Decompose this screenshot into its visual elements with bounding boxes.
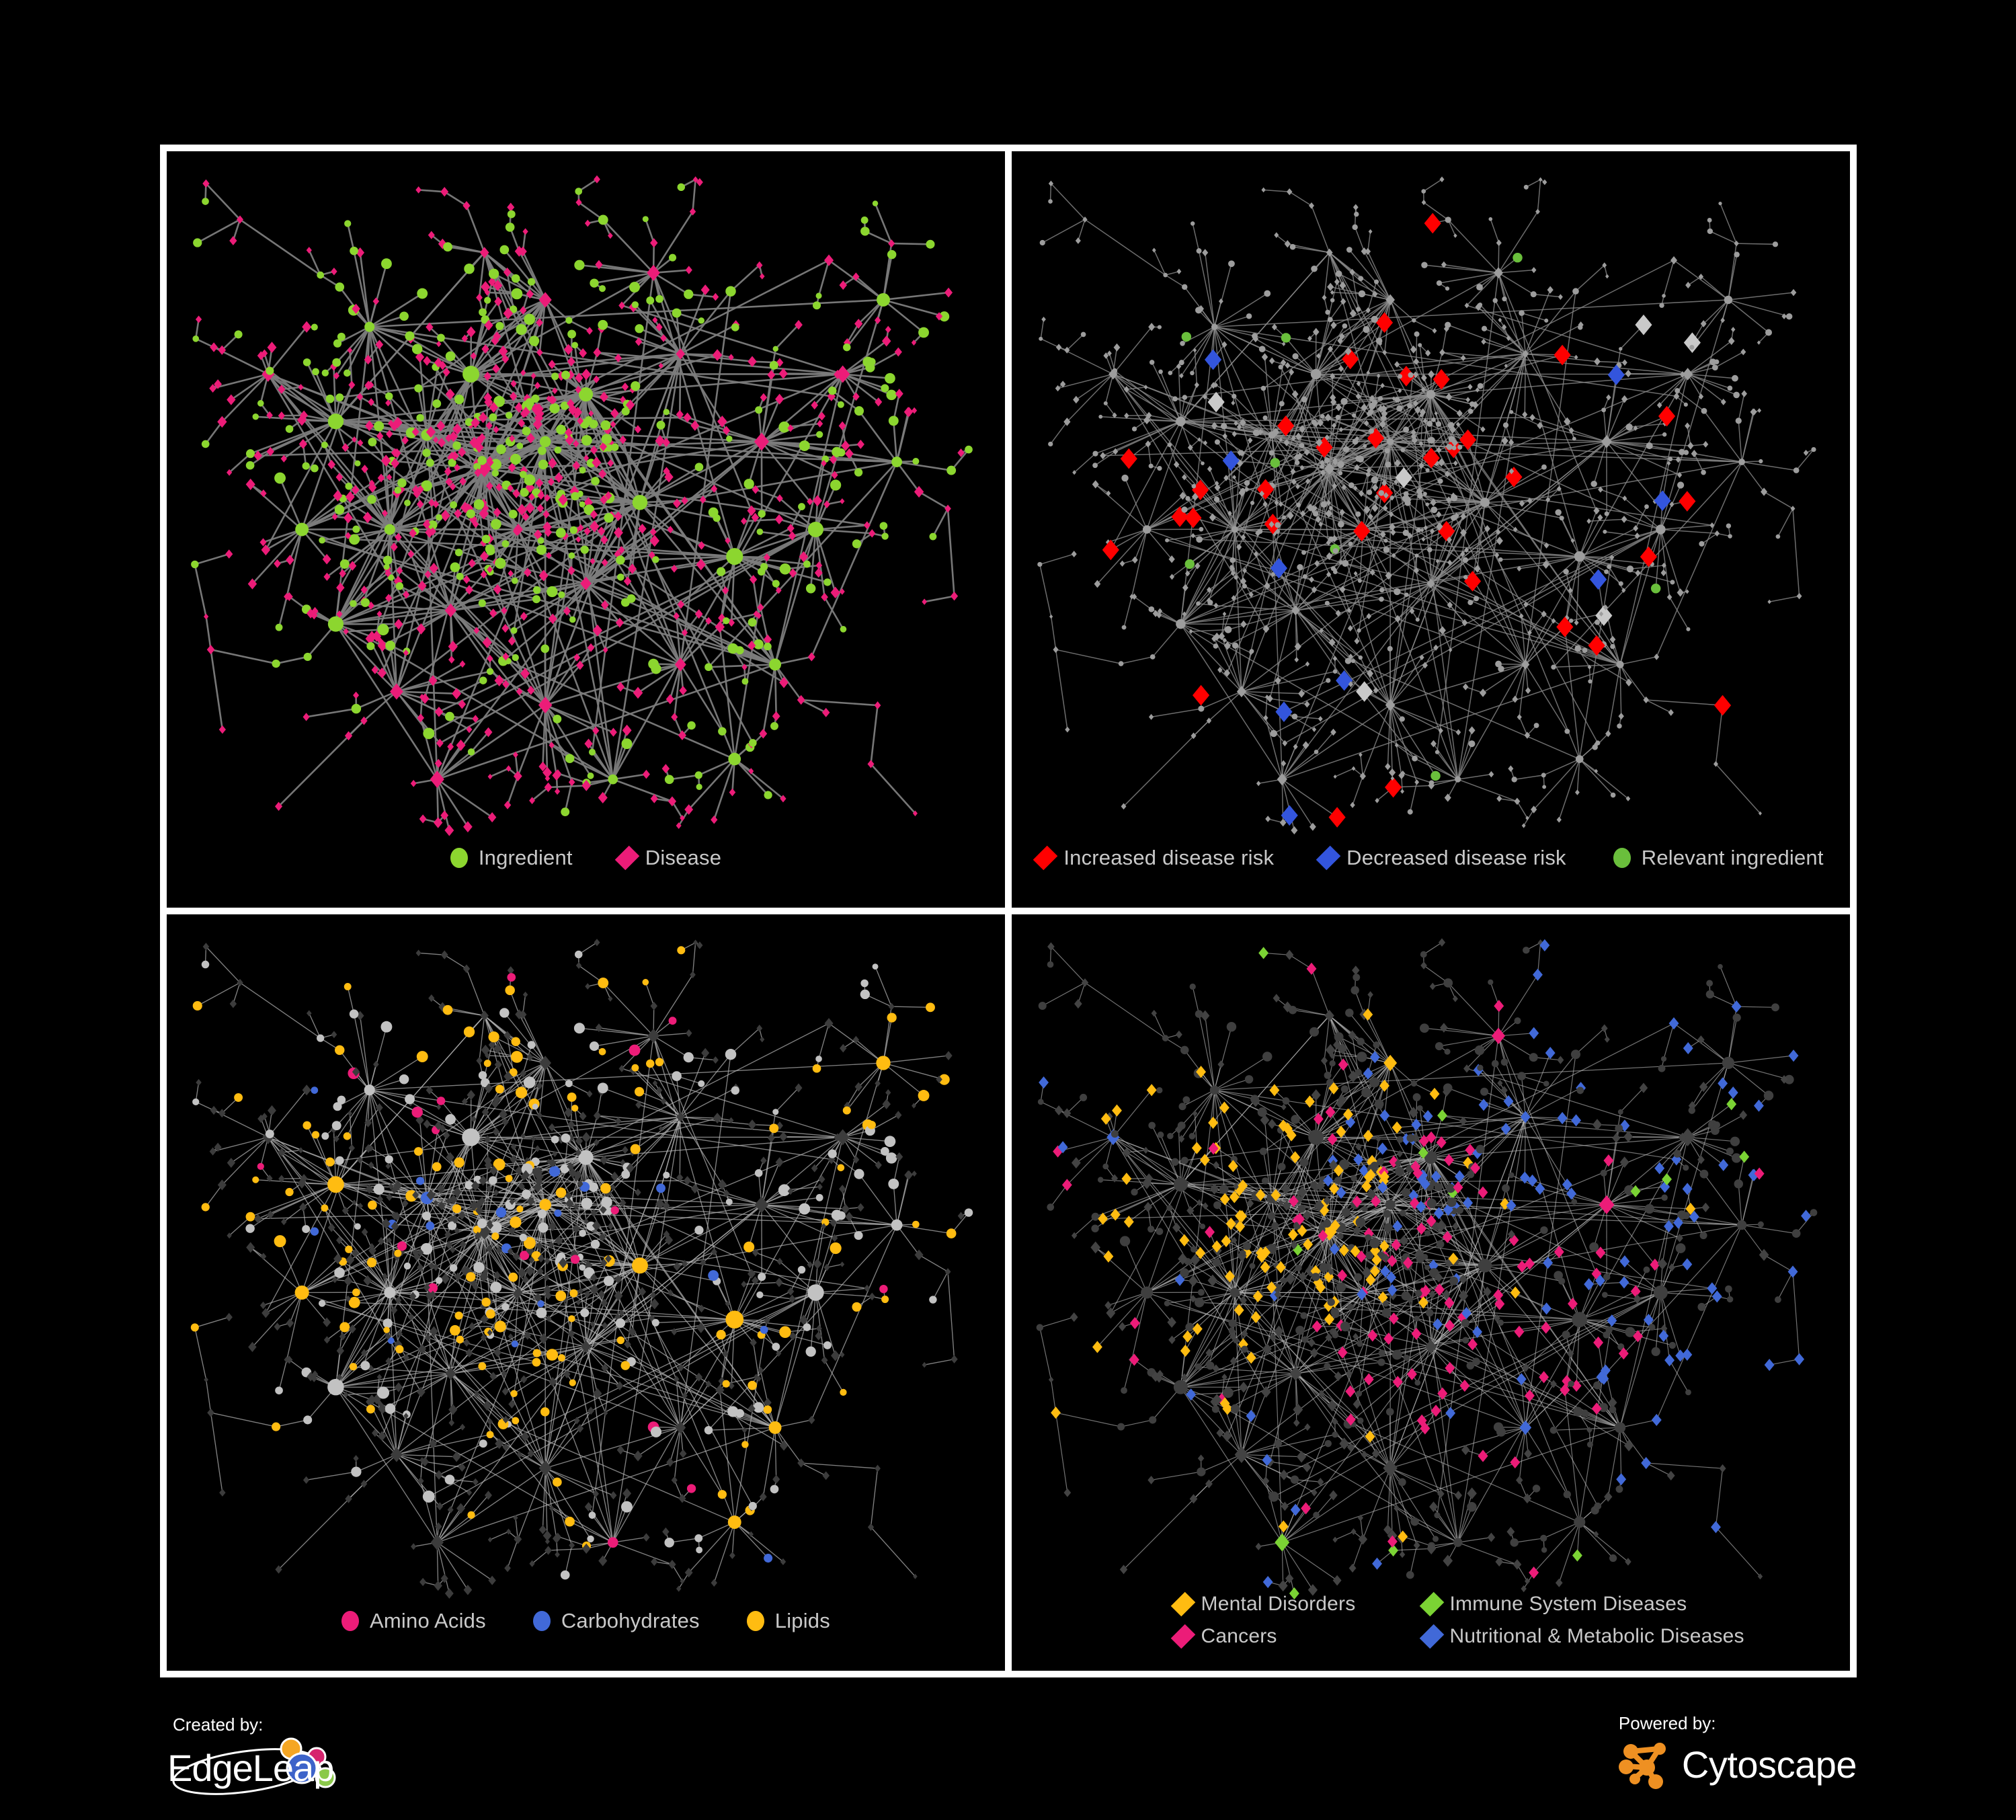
green-circle-icon: [1613, 848, 1631, 868]
legend-label-ingredient: Ingredient: [478, 846, 573, 869]
legend-item-amino-acids[interactable]: Amino Acids: [341, 1609, 486, 1633]
legend-item-ingredient[interactable]: Ingredient: [450, 846, 573, 870]
legend-ingredient-classes: Amino Acids Carbohydrates Lipids: [167, 1609, 1005, 1633]
legend-label-mental-disorders: Mental Disorders: [1201, 1593, 1356, 1615]
legend-label-relevant-ingredient: Relevant ingredient: [1641, 846, 1824, 869]
edgeleap-logo[interactable]: EdgeLeap: [165, 1737, 360, 1798]
panel-ingredient-disease[interactable]: Ingredient Disease: [167, 151, 1005, 908]
blue-circle-icon: [532, 1611, 551, 1631]
legend-label-increased-risk: Increased disease risk: [1063, 846, 1275, 869]
legend-item-increased-risk[interactable]: Increased disease risk: [1033, 845, 1275, 871]
network-canvas-ingredient-disease: [191, 175, 973, 836]
legend-item-nutritional-metabolic-diseases[interactable]: Nutritional & Metabolic Diseases: [1419, 1624, 1744, 1649]
legend-disease-classes: Mental Disorders Immune System Diseases …: [1170, 1591, 1744, 1649]
panel-ingredient-classes[interactable]: Amino Acids Carbohydrates Lipids: [167, 914, 1005, 1671]
legend-item-cancers[interactable]: Cancers: [1170, 1624, 1384, 1649]
legend-item-lipids[interactable]: Lipids: [746, 1609, 830, 1633]
legend-ingredient-disease: Ingredient Disease: [167, 845, 1005, 871]
legend-label-nutritional-metabolic-diseases: Nutritional & Metabolic Diseases: [1449, 1625, 1744, 1647]
legend-label-amino-acids: Amino Acids: [370, 1609, 486, 1632]
legend-label-decreased-risk: Decreased disease risk: [1346, 846, 1566, 869]
created-by-label: Created by:: [173, 1714, 264, 1735]
network-canvas-disease-risk: [1037, 176, 1816, 835]
powered-by-label: Powered by:: [1618, 1713, 1716, 1733]
cytoscape-logo-icon: [1618, 1743, 1666, 1789]
legend-item-disease[interactable]: Disease: [614, 845, 722, 871]
legend-label-carbohydrates: Carbohydrates: [561, 1609, 700, 1632]
legend-disease-risk: Increased disease risk Decreased disease…: [1012, 845, 1850, 871]
legend-item-immune-system-diseases[interactable]: Immune System Diseases: [1419, 1591, 1687, 1617]
cytoscape-wordmark: Cytoscape: [1681, 1743, 1857, 1786]
edgeleap-wordmark: EdgeLeap: [167, 1747, 334, 1789]
orange-circle-icon: [746, 1611, 764, 1631]
legend-label-disease: Disease: [645, 846, 722, 869]
edgeleap-branding: Created by: EdgeLeap: [165, 1714, 360, 1798]
legend-label-immune-system-diseases: Immune System Diseases: [1449, 1593, 1687, 1615]
legend-item-carbohydrates[interactable]: Carbohydrates: [532, 1609, 700, 1633]
figure-frame: Ingredient Disease Increased disease ris…: [160, 145, 1857, 1677]
legend-label-cancers: Cancers: [1201, 1625, 1277, 1647]
legend-item-mental-disorders[interactable]: Mental Disorders: [1170, 1591, 1384, 1617]
legend-item-decreased-risk[interactable]: Decreased disease risk: [1316, 845, 1566, 871]
panel-disease-risk[interactable]: Increased disease risk Decreased disease…: [1012, 151, 1850, 908]
green-circle-icon: [450, 848, 468, 868]
network-canvas-disease-classes: [1036, 938, 1818, 1600]
edgeleap-network-icon: [172, 1737, 336, 1795]
legend-label-lipids: Lipids: [774, 1609, 830, 1632]
panel-disease-classes[interactable]: Mental Disorders Immune System Diseases …: [1012, 914, 1850, 1671]
legend-item-relevant-ingredient[interactable]: Relevant ingredient: [1613, 846, 1824, 870]
network-canvas-ingredient-classes: [190, 939, 973, 1599]
cytoscape-branding: Powered by: Cytoscape: [1617, 1713, 1857, 1792]
pink-circle-icon: [341, 1611, 360, 1631]
